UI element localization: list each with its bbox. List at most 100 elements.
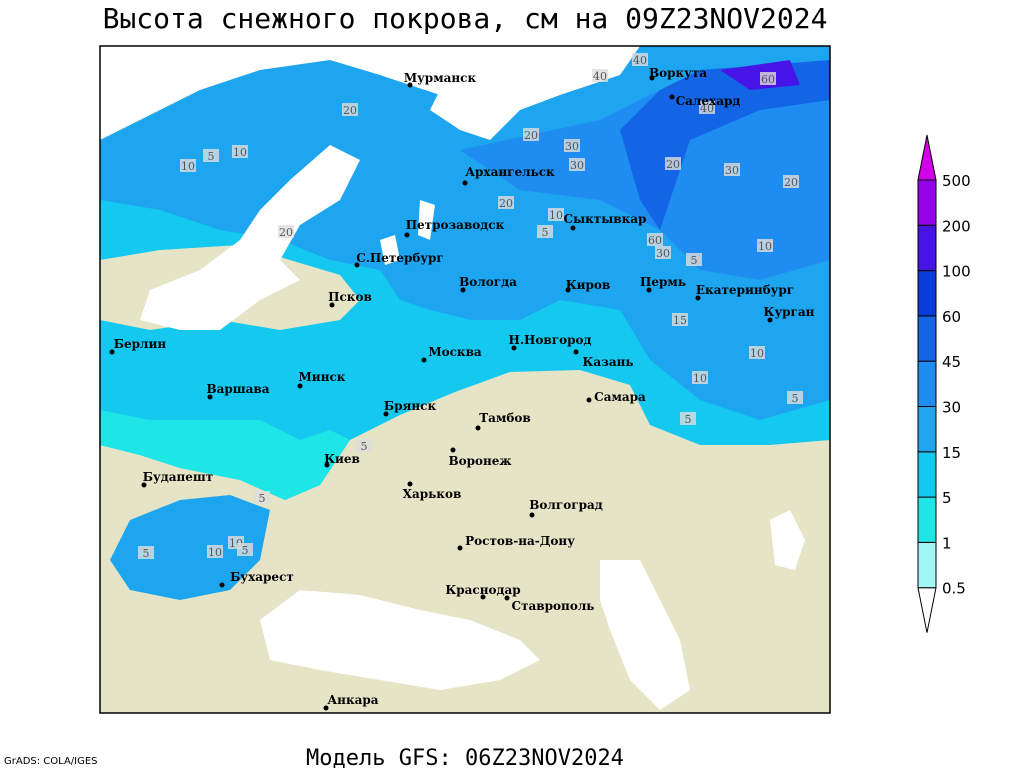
city-label: Киров [566, 278, 611, 292]
city-dot [207, 394, 213, 400]
city-dot [354, 262, 360, 268]
contour-label-bg [680, 412, 696, 425]
contour-label: 5 [691, 254, 698, 267]
contour-label-bg [498, 196, 514, 209]
snow-1-5 [100, 410, 350, 500]
city-label: Воронеж [448, 454, 511, 468]
contour-label: 20 [666, 158, 680, 171]
contour-label-bg [254, 491, 270, 504]
colorbar-label: 30 [942, 399, 961, 417]
contour-label-bg [699, 101, 715, 114]
city-label: Псков [328, 290, 372, 304]
contour-label-bg [180, 159, 196, 172]
city-dot [450, 447, 456, 453]
contour-label: 5 [361, 440, 368, 453]
black-sea [260, 590, 540, 690]
contour-label: 40 [633, 54, 647, 67]
colorbar-segment [917, 224, 937, 272]
contour-label-bg [647, 233, 663, 246]
barents-sea [100, 46, 500, 140]
contour-label-bg [592, 69, 608, 82]
contour-label-bg [232, 145, 248, 158]
map-area [99, 45, 831, 714]
contour-label-bg [692, 371, 708, 384]
city-label: Н.Новгород [509, 333, 592, 347]
contour-label: 20 [499, 197, 513, 210]
city-label: Пермь [640, 275, 686, 289]
lakes [380, 200, 435, 265]
contour-label-bg [757, 239, 773, 252]
city-label: Ставрополь [512, 599, 595, 613]
contour-label-bg [203, 149, 219, 162]
city-dot [460, 287, 466, 293]
contour-label: 60 [648, 234, 662, 247]
contour-label: 40 [593, 70, 607, 83]
contour-label-bg [537, 225, 553, 238]
contour-label-bg [342, 103, 358, 116]
city-dot [407, 82, 413, 88]
city-label: Киев [324, 452, 360, 466]
city-dot [329, 302, 335, 308]
city-label: Москва [428, 345, 482, 359]
contour-label: 10 [750, 347, 764, 360]
city-label: Берлин [114, 337, 167, 351]
city-dot [586, 397, 592, 403]
city-dot [649, 75, 655, 81]
colorbar-label: 1 [942, 534, 952, 552]
map-frame [99, 45, 831, 714]
contour-label: 40 [700, 102, 714, 115]
contour-label: 20 [784, 176, 798, 189]
city-dot [421, 357, 427, 363]
city-label: Салехард [676, 94, 741, 108]
city-label: Самара [594, 390, 646, 404]
colorbar-segment [917, 270, 937, 317]
contour-label: 10 [693, 372, 707, 385]
city-dot [573, 349, 579, 355]
contour-label-bg [564, 139, 580, 152]
contour-label: 30 [570, 159, 584, 172]
city-label: Харьков [403, 487, 462, 501]
contour-label-bg [787, 391, 803, 404]
contour-label: 60 [761, 73, 775, 86]
colorbar-segment [917, 451, 937, 498]
contour-label-bg [749, 346, 765, 359]
contour-label: 30 [565, 140, 579, 153]
colorbar-label: 5 [942, 489, 952, 507]
footer: Модель GFS: 06Z23NOV2024 [306, 746, 624, 768]
contour-label: 20 [343, 104, 357, 117]
city-dot [297, 383, 303, 389]
contour-label: 5 [208, 150, 215, 163]
city-dot [404, 232, 410, 238]
city-label: Вологда [459, 275, 517, 289]
colorbar-label: 0.5 [942, 580, 966, 598]
contour-label-bg [686, 253, 702, 266]
contour-label-bg [523, 128, 539, 141]
colorbar-segment [917, 587, 937, 633]
contour-label: 10 [758, 240, 772, 253]
aral-sea [770, 510, 805, 570]
contour-label: 20 [279, 226, 293, 239]
contour-label-bg [356, 439, 372, 452]
colorbar-label: 15 [942, 444, 961, 462]
city-dot [565, 287, 571, 293]
city-label: Тамбов [479, 411, 530, 425]
caspian-sea [600, 560, 690, 710]
city-dot [324, 462, 330, 468]
colorbar-label: 500 [942, 172, 971, 190]
contour-label-bg [665, 157, 681, 170]
credit: GrADS: COLA/IGES [4, 756, 98, 767]
city-dot [504, 595, 510, 601]
city-dot [462, 180, 468, 186]
city-label: Курган [764, 305, 815, 319]
city-label: Екатеринбург [696, 283, 794, 297]
city-dot [383, 411, 389, 417]
colorbar-segment [917, 179, 937, 226]
city-label: Воркута [649, 66, 707, 80]
colorbar-label: 45 [942, 353, 961, 371]
contour-label-bg [655, 246, 671, 259]
colorbar-label: 100 [942, 263, 971, 281]
city-dot [570, 225, 576, 231]
